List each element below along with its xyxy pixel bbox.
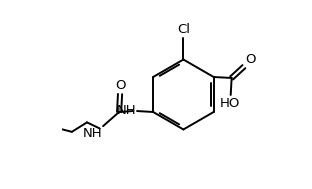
Text: NH: NH [83, 127, 102, 140]
Text: Cl: Cl [177, 22, 190, 36]
Text: NH: NH [116, 104, 136, 117]
Text: O: O [115, 79, 126, 92]
Text: HO: HO [220, 97, 241, 110]
Text: O: O [245, 53, 255, 66]
